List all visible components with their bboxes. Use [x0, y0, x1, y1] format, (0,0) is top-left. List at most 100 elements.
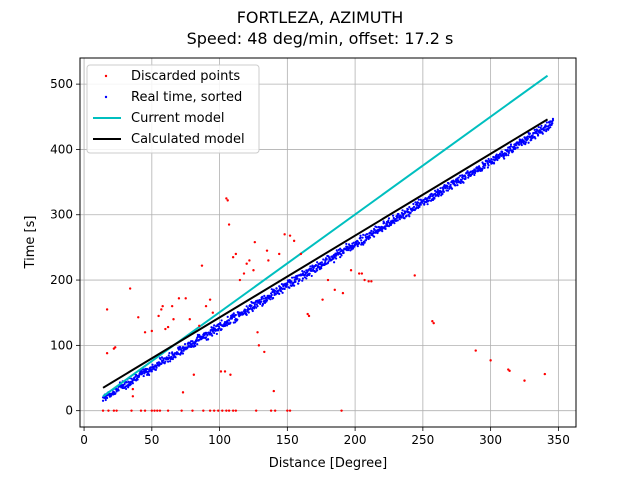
- real-time-point: [408, 206, 411, 209]
- discarded-point: [101, 409, 105, 412]
- real-time-point: [155, 366, 158, 369]
- real-time-point: [293, 284, 296, 287]
- discarded-point: [257, 344, 261, 347]
- real-time-point: [204, 336, 208, 339]
- real-time-point: [244, 308, 247, 311]
- discarded-point: [231, 255, 235, 259]
- real-time-point: [507, 154, 510, 157]
- real-time-point: [136, 378, 139, 381]
- discarded-point: [164, 327, 167, 331]
- discarded-point: [321, 298, 324, 301]
- real-time-point: [127, 386, 130, 389]
- real-time-point: [486, 160, 489, 163]
- real-time-point: [446, 184, 449, 188]
- real-time-point: [369, 231, 372, 234]
- legend-entry-real-time: Real time, sorted: [104, 90, 242, 105]
- real-time-point: [346, 245, 349, 249]
- real-time-point: [414, 201, 417, 204]
- discarded-point: [150, 409, 154, 412]
- real-time-point: [290, 280, 293, 283]
- real-time-point: [505, 154, 508, 157]
- real-time-point: [396, 219, 399, 222]
- legend-label-discarded: Discarded points: [131, 69, 240, 84]
- discarded-point: [105, 308, 109, 311]
- real-time-point: [551, 119, 555, 122]
- discarded-point: [191, 409, 194, 412]
- real-time-point: [191, 340, 194, 343]
- real-time-point: [320, 261, 324, 264]
- discarded-point: [370, 280, 373, 283]
- real-time-point: [531, 134, 534, 137]
- real-time-point: [259, 300, 263, 303]
- real-time-point: [309, 265, 312, 268]
- real-time-point: [125, 381, 128, 384]
- discarded-point: [225, 197, 228, 200]
- real-time-point: [335, 254, 338, 257]
- discarded-point: [234, 252, 238, 256]
- real-time-point: [211, 334, 214, 337]
- real-time-point: [301, 277, 305, 280]
- real-time-point: [250, 304, 253, 307]
- real-time-point: [439, 187, 442, 190]
- discarded-point: [227, 409, 231, 412]
- real-time-point: [340, 254, 343, 257]
- real-time-point: [281, 291, 284, 294]
- real-time-point: [316, 261, 319, 264]
- discarded-point: [288, 234, 292, 237]
- real-time-point: [533, 128, 536, 131]
- discarded-point: [156, 409, 159, 412]
- discarded-point: [292, 239, 296, 243]
- real-time-point: [498, 155, 501, 159]
- real-time-point: [362, 233, 365, 236]
- discarded-point: [208, 298, 212, 301]
- discarded-point: [242, 272, 246, 275]
- discarded-point: [508, 369, 511, 373]
- discarded-point: [166, 409, 170, 412]
- real-time-point: [309, 267, 313, 270]
- real-time-point: [252, 301, 255, 304]
- discarded-point: [283, 233, 286, 236]
- real-time-point: [366, 233, 369, 236]
- real-time-point: [391, 214, 395, 217]
- real-time-point: [428, 196, 431, 200]
- discarded-point: [256, 331, 259, 334]
- real-time-point: [194, 342, 197, 345]
- real-time-point: [269, 298, 272, 301]
- real-time-point: [412, 205, 416, 208]
- real-time-point: [450, 187, 454, 190]
- real-time-point: [274, 289, 277, 293]
- real-time-point: [501, 151, 504, 154]
- real-time-point: [423, 202, 426, 205]
- x-tick-label: 300: [479, 433, 502, 447]
- y-tick-label: 100: [50, 338, 73, 352]
- real-time-point: [215, 332, 218, 336]
- real-time-point: [400, 216, 403, 219]
- real-time-point: [174, 356, 177, 359]
- y-tick-label: 400: [50, 142, 73, 156]
- real-time-point: [365, 237, 368, 240]
- real-time-point: [129, 383, 132, 386]
- real-time-point: [362, 243, 365, 246]
- real-time-point: [418, 205, 421, 209]
- real-time-point: [327, 260, 330, 263]
- real-time-point: [456, 179, 460, 182]
- real-time-point: [101, 399, 105, 402]
- discarded-point: [217, 409, 220, 412]
- real-time-point: [261, 303, 265, 306]
- real-time-point: [373, 228, 376, 231]
- discarded-point: [112, 409, 116, 412]
- real-time-point: [134, 375, 137, 378]
- discarded-point: [212, 409, 216, 412]
- discarded-point: [225, 409, 228, 412]
- real-time-point: [392, 216, 395, 220]
- real-time-point: [537, 125, 540, 129]
- real-time-point: [430, 192, 433, 195]
- real-time-point: [393, 222, 396, 225]
- real-time-point: [459, 181, 462, 185]
- real-time-point: [513, 145, 516, 148]
- calculated-model-line: [102, 118, 549, 389]
- discarded-point: [150, 329, 154, 333]
- real-time-point: [433, 189, 437, 192]
- real-time-point: [381, 229, 384, 233]
- real-time-point: [347, 248, 350, 252]
